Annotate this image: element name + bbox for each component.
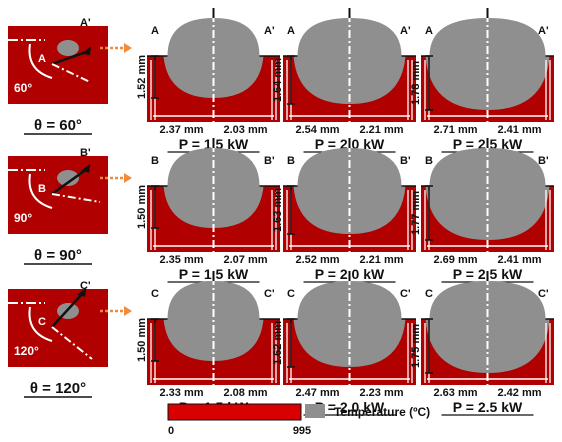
schematic-point-label: C bbox=[38, 316, 46, 328]
temperature-legend: 0 995 Temperature (ºC) bbox=[167, 403, 430, 437]
schematic-panel: C C' 120° bbox=[8, 280, 132, 367]
point-label-right: B' bbox=[264, 155, 275, 167]
point-label-left: A bbox=[151, 25, 159, 37]
left-width-label: 2.47 mm bbox=[295, 387, 339, 399]
point-label-left: A bbox=[425, 25, 433, 37]
point-label-right: A' bbox=[538, 25, 549, 37]
angle-arc bbox=[28, 173, 53, 209]
schematic-angle-label: 90° bbox=[14, 211, 32, 225]
depth-label: 1.77 mm bbox=[410, 191, 422, 235]
point-label-left: B bbox=[287, 155, 295, 167]
schematic-panel: A A' 60° bbox=[8, 17, 132, 104]
legend-min-label: 0 bbox=[168, 425, 174, 437]
theta-label: θ = 120° bbox=[30, 380, 86, 397]
point-label-left: A bbox=[287, 25, 295, 37]
schematic-point-label: A bbox=[38, 53, 46, 65]
right-width-label: 2.41 mm bbox=[497, 254, 541, 266]
left-width-label: 2.35 mm bbox=[159, 254, 203, 266]
legend-max-label: 995 bbox=[293, 425, 311, 437]
right-width-label: 2.41 mm bbox=[497, 124, 541, 136]
power-label: P = 2.5 kW bbox=[453, 399, 523, 415]
point-label-left: B bbox=[425, 155, 433, 167]
schematic-point-prime-label: B' bbox=[80, 147, 91, 159]
cross-section-arrow-line bbox=[51, 50, 89, 66]
depth-label: 1.50 mm bbox=[136, 318, 148, 362]
point-label-left: C bbox=[425, 288, 433, 300]
point-label-right: B' bbox=[400, 155, 411, 167]
right-width-label: 2.42 mm bbox=[497, 387, 541, 399]
schematic-panel: B B' 90° bbox=[8, 147, 132, 234]
schematic-melt-pool bbox=[57, 170, 79, 186]
cross-section-line bbox=[51, 63, 91, 83]
right-width-label: 2.21 mm bbox=[359, 124, 403, 136]
projection-arrow-icon bbox=[124, 173, 132, 183]
schematic-melt-pool bbox=[57, 40, 79, 56]
angle-arc bbox=[28, 306, 53, 342]
right-width-label: 2.08 mm bbox=[223, 387, 267, 399]
right-width-label: 2.21 mm bbox=[359, 254, 403, 266]
right-width-label: 2.03 mm bbox=[223, 124, 267, 136]
schematic-point-prime-label: C' bbox=[80, 280, 91, 292]
depth-label: 1.52 mm bbox=[136, 55, 148, 99]
cross-section-cell: 1.62 mm C C' 2.47 mm 2.23 mmP = 2.0 kW bbox=[272, 271, 416, 416]
legend-title: Temperature (ºC) bbox=[334, 405, 430, 419]
left-width-label: 2.69 mm bbox=[433, 254, 477, 266]
point-label-right: C' bbox=[538, 288, 549, 300]
melt-pool-region bbox=[293, 148, 406, 234]
point-label-left: B bbox=[151, 155, 159, 167]
point-label-left: C bbox=[151, 288, 159, 300]
depth-label: 1.63 mm bbox=[272, 188, 284, 232]
cross-section-arrow-line bbox=[51, 291, 85, 328]
melt-pool-region bbox=[293, 18, 406, 104]
point-label-right: C' bbox=[264, 288, 275, 300]
schematic-substrate bbox=[8, 289, 108, 367]
left-width-label: 2.71 mm bbox=[433, 124, 477, 136]
schematic-substrate bbox=[8, 26, 108, 104]
point-label-right: A' bbox=[400, 25, 411, 37]
left-width-label: 2.63 mm bbox=[433, 387, 477, 399]
depth-label: 1.50 mm bbox=[136, 185, 148, 229]
depth-label: 1.78 mm bbox=[410, 61, 422, 105]
angle-arc bbox=[28, 43, 53, 79]
right-width-label: 2.07 mm bbox=[223, 254, 267, 266]
point-label-right: C' bbox=[400, 288, 411, 300]
power-label: P = 2.0 kW bbox=[315, 399, 385, 415]
depth-label: 1.64 mm bbox=[272, 58, 284, 102]
cross-section-arrowhead-icon bbox=[82, 46, 91, 56]
melt-pool-region bbox=[293, 281, 406, 367]
legend-color-bar bbox=[167, 403, 302, 421]
point-label-right: B' bbox=[538, 155, 549, 167]
left-width-label: 2.33 mm bbox=[159, 387, 203, 399]
cross-section-arrow-line bbox=[51, 167, 88, 196]
right-width-label: 2.23 mm bbox=[359, 387, 403, 399]
cross-section-cell: 1.75 mm C C' 2.63 mm 2.42 mmP = 2.5 kW bbox=[410, 271, 554, 416]
theta-label: θ = 90° bbox=[34, 247, 82, 264]
theta-label: θ = 60° bbox=[34, 117, 82, 134]
point-label-right: A' bbox=[264, 25, 275, 37]
schematic-angle-label: 60° bbox=[14, 81, 32, 95]
schematic-point-prime-label: A' bbox=[80, 17, 91, 29]
schematic-point-label: B bbox=[38, 183, 46, 195]
depth-label: 1.62 mm bbox=[272, 321, 284, 365]
left-width-label: 2.54 mm bbox=[295, 124, 339, 136]
point-label-left: C bbox=[287, 288, 295, 300]
cross-section-arrowhead-icon bbox=[77, 287, 87, 297]
projection-arrow-icon bbox=[124, 306, 132, 316]
cross-section-arrowhead-icon bbox=[81, 163, 91, 173]
schematic-angle-label: 120° bbox=[14, 344, 39, 358]
left-width-label: 2.52 mm bbox=[295, 254, 339, 266]
projection-arrow-icon bbox=[124, 43, 132, 53]
left-width-label: 2.37 mm bbox=[159, 124, 203, 136]
depth-label: 1.75 mm bbox=[410, 324, 422, 368]
legend-melt-swatch bbox=[305, 404, 325, 418]
